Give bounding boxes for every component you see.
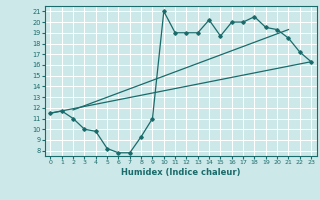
X-axis label: Humidex (Indice chaleur): Humidex (Indice chaleur) bbox=[121, 168, 241, 177]
